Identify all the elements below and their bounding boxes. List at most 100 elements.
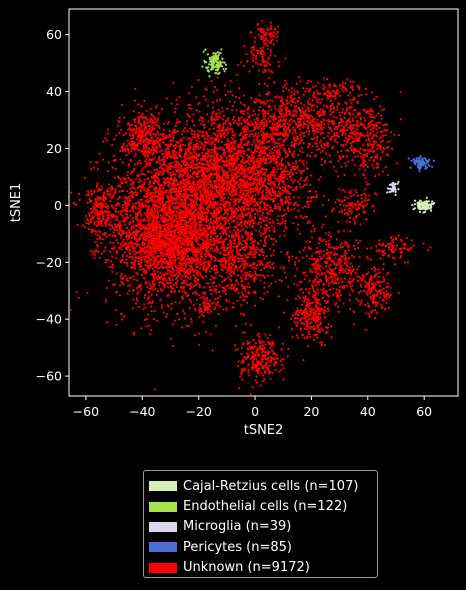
data-point <box>243 104 247 107</box>
data-point <box>185 157 188 161</box>
data-point <box>175 239 178 242</box>
data-point <box>186 276 189 279</box>
data-point <box>189 152 193 155</box>
data-point <box>185 161 188 164</box>
data-point <box>222 160 226 163</box>
data-point <box>228 253 231 256</box>
data-point <box>281 222 284 225</box>
data-point <box>242 227 245 231</box>
data-point <box>137 174 140 177</box>
data-point <box>210 117 213 120</box>
data-point <box>150 310 153 313</box>
data-point <box>244 205 247 208</box>
data-point <box>198 185 201 188</box>
data-point <box>221 182 225 185</box>
data-point <box>237 201 240 204</box>
data-point <box>203 293 206 296</box>
data-point <box>239 184 242 187</box>
data-point <box>150 207 153 210</box>
data-point <box>288 130 291 134</box>
data-point <box>270 225 274 228</box>
data-point <box>130 205 134 208</box>
data-point <box>154 273 157 276</box>
data-point <box>280 250 283 253</box>
data-point <box>173 289 176 292</box>
data-point <box>194 144 197 147</box>
data-point <box>179 273 182 276</box>
data-point <box>309 189 312 193</box>
data-point <box>284 155 287 158</box>
data-point <box>199 296 202 299</box>
data-point <box>154 147 157 150</box>
data-point <box>137 180 140 183</box>
data-point <box>288 172 291 176</box>
data-point <box>119 158 122 161</box>
data-point <box>170 307 173 310</box>
data-point <box>290 168 293 171</box>
data-point <box>156 198 159 202</box>
data-point <box>172 81 175 84</box>
data-point <box>121 161 124 164</box>
data-point <box>162 155 165 159</box>
data-point <box>204 152 207 155</box>
data-point <box>195 284 198 287</box>
data-point <box>250 120 253 123</box>
data-point <box>187 136 190 139</box>
data-point <box>259 200 262 203</box>
data-point <box>160 166 163 169</box>
data-point <box>196 145 199 148</box>
data-point <box>217 160 220 163</box>
data-point <box>184 179 187 182</box>
data-point <box>152 195 155 198</box>
data-point <box>96 161 99 164</box>
data-point <box>212 158 215 162</box>
data-point <box>171 161 174 164</box>
data-point <box>169 337 172 341</box>
data-point <box>211 101 214 104</box>
data-point <box>104 298 107 301</box>
data-point <box>123 200 126 203</box>
data-point <box>266 175 269 178</box>
data-point <box>244 125 247 128</box>
data-point <box>263 231 267 234</box>
data-point <box>246 201 249 204</box>
data-point <box>225 189 228 192</box>
data-point <box>190 191 193 194</box>
data-point <box>158 159 161 162</box>
data-point <box>184 203 187 206</box>
data-point <box>169 167 172 170</box>
data-point <box>189 299 192 302</box>
data-point <box>252 169 255 172</box>
data-point <box>181 275 184 278</box>
data-point <box>83 226 86 229</box>
data-point <box>124 181 127 184</box>
data-point <box>319 175 322 178</box>
data-point <box>220 133 223 136</box>
data-point <box>200 252 203 255</box>
data-point <box>139 211 142 214</box>
data-point <box>184 144 187 147</box>
data-point <box>114 308 117 312</box>
data-point <box>161 134 164 137</box>
data-point <box>206 113 209 116</box>
data-point <box>119 178 122 181</box>
data-point <box>165 97 168 100</box>
data-point <box>129 160 133 163</box>
data-point <box>145 325 148 328</box>
data-point <box>224 93 227 97</box>
data-point <box>205 88 208 92</box>
data-point <box>246 183 249 186</box>
data-point <box>248 213 251 216</box>
data-point <box>121 282 124 285</box>
data-point <box>205 220 208 223</box>
data-point <box>96 168 99 171</box>
data-point <box>283 186 287 190</box>
data-point <box>247 191 250 194</box>
data-point <box>243 198 246 201</box>
data-point <box>268 226 271 230</box>
data-point <box>169 205 172 208</box>
data-point <box>268 157 271 160</box>
data-point <box>315 148 319 151</box>
data-point <box>206 194 209 197</box>
data-point <box>284 222 287 225</box>
